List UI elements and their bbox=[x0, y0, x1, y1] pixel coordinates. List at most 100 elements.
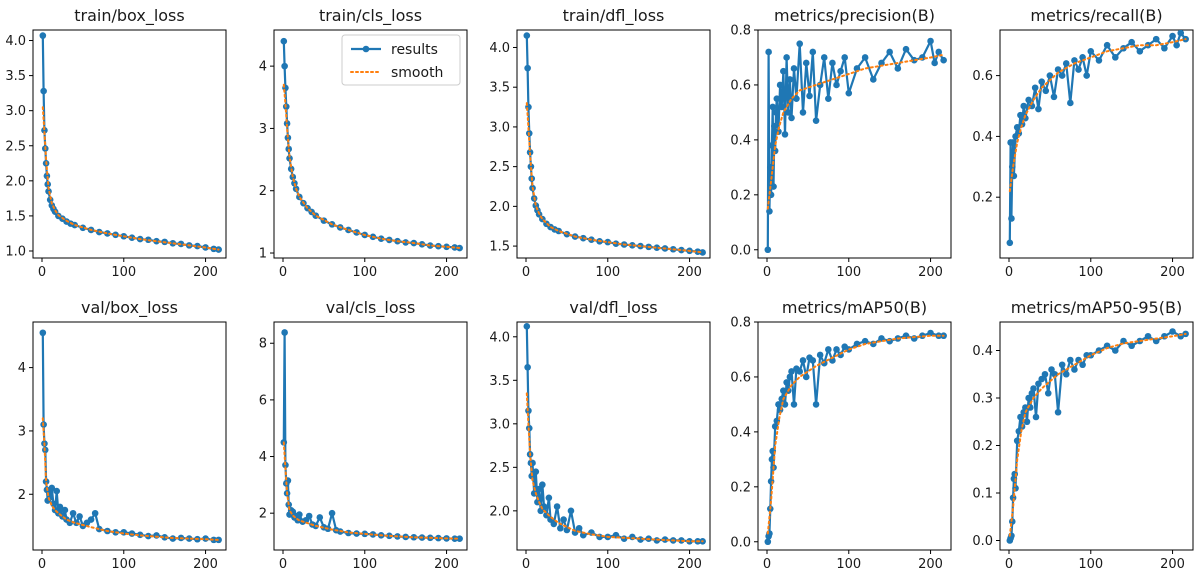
x-tick-label: 200 bbox=[918, 265, 943, 280]
y-tick-label: 1.5 bbox=[5, 209, 26, 224]
results-point bbox=[435, 534, 442, 542]
results-point bbox=[1067, 356, 1074, 364]
results-point bbox=[128, 234, 136, 241]
y-tick-label: 3.5 bbox=[489, 374, 510, 389]
y-tick-label: 0.0 bbox=[730, 535, 751, 550]
results-point bbox=[1152, 35, 1160, 43]
subplot: train/dfl_loss 0 100 200 1.5 2.0 2.5 3.0 3.5 4.0 bbox=[489, 6, 711, 280]
results-point bbox=[280, 37, 288, 45]
results-point bbox=[1032, 413, 1040, 421]
results-point bbox=[927, 37, 934, 45]
x-tick-label: 0 bbox=[522, 557, 530, 572]
results-point bbox=[778, 103, 786, 111]
x-tick-label: 200 bbox=[434, 557, 459, 572]
results-point bbox=[286, 155, 293, 162]
results-point bbox=[1013, 437, 1021, 445]
x-tick-label: 0 bbox=[38, 557, 46, 572]
y-tick-label: 4 bbox=[259, 450, 267, 465]
x-tick-label: 200 bbox=[918, 557, 943, 572]
results-point bbox=[833, 346, 840, 353]
y-tick-label: 0.2 bbox=[730, 480, 751, 495]
results-point bbox=[532, 468, 540, 475]
results-point bbox=[604, 238, 612, 246]
smooth-line bbox=[41, 106, 220, 251]
y-tick-label: 4 bbox=[259, 60, 267, 75]
results-point bbox=[816, 351, 824, 359]
smooth-line bbox=[41, 417, 220, 541]
x-tick-label: 100 bbox=[836, 265, 861, 280]
x-tick-label: 200 bbox=[193, 265, 218, 280]
y-tick-label: 0.6 bbox=[730, 78, 751, 93]
results-point bbox=[771, 122, 778, 130]
results-point bbox=[524, 363, 531, 371]
results-point bbox=[50, 500, 57, 508]
x-tick-label: 100 bbox=[352, 265, 377, 280]
x-tick-label: 200 bbox=[193, 557, 218, 572]
y-tick-label: 4.0 bbox=[489, 41, 510, 56]
x-tick-label: 100 bbox=[1078, 557, 1103, 572]
results-point bbox=[1071, 57, 1078, 64]
results-point bbox=[806, 92, 813, 100]
results-point bbox=[1023, 418, 1031, 426]
x-tick-label: 100 bbox=[111, 265, 136, 280]
results-point bbox=[305, 512, 313, 520]
results-point bbox=[1035, 105, 1042, 113]
plot-area bbox=[39, 32, 222, 253]
results-point bbox=[48, 484, 56, 492]
smooth-line bbox=[525, 102, 704, 254]
axes-frame bbox=[516, 29, 711, 259]
results-point bbox=[410, 533, 418, 541]
results-point bbox=[1062, 370, 1070, 378]
results-point bbox=[878, 59, 885, 67]
y-tick-label: 4 bbox=[18, 361, 26, 376]
plot-area bbox=[523, 32, 706, 256]
plot-area bbox=[280, 37, 463, 252]
results-point bbox=[809, 357, 817, 364]
results-point bbox=[780, 387, 787, 394]
results-point bbox=[104, 230, 111, 237]
results-point bbox=[790, 65, 798, 72]
x-tick-label: 0 bbox=[1005, 557, 1013, 572]
results-point bbox=[788, 114, 795, 122]
smooth-line bbox=[1008, 332, 1187, 537]
results-point bbox=[902, 45, 910, 53]
chart-title: train/box_loss bbox=[74, 6, 184, 26]
plot-area bbox=[523, 323, 706, 545]
y-tick-label: 2.0 bbox=[489, 200, 510, 215]
results-point bbox=[1046, 72, 1054, 79]
results-point bbox=[545, 494, 553, 502]
results-point bbox=[1173, 41, 1180, 49]
results-point bbox=[1022, 404, 1029, 411]
results-point bbox=[523, 32, 531, 39]
results-point bbox=[825, 95, 832, 102]
results-point bbox=[845, 89, 853, 97]
chart-title: val/dfl_loss bbox=[569, 298, 657, 318]
results-point bbox=[829, 59, 836, 67]
plot-area bbox=[1006, 30, 1189, 247]
y-tick-label: 0.2 bbox=[730, 188, 751, 203]
results-point bbox=[781, 131, 789, 138]
chart-title: metrics/recall(B) bbox=[1030, 6, 1162, 25]
y-tick-label: 0.4 bbox=[972, 130, 993, 145]
results-point bbox=[575, 524, 583, 532]
y-tick-label: 0.0 bbox=[730, 243, 751, 258]
results-point bbox=[772, 109, 780, 116]
x-tick-label: 200 bbox=[677, 265, 702, 280]
subplot: val/box_loss 0 100 200 2 3 4 bbox=[18, 298, 227, 572]
chart-title: metrics/precision(B) bbox=[774, 6, 935, 25]
smooth-line bbox=[282, 83, 461, 249]
results-point bbox=[940, 56, 947, 64]
results-point bbox=[550, 520, 558, 528]
smooth-line bbox=[282, 441, 461, 540]
y-tick-label: 2 bbox=[18, 488, 26, 503]
results-point bbox=[1144, 332, 1152, 340]
y-tick-label: 3 bbox=[259, 122, 267, 137]
results-point bbox=[799, 357, 807, 364]
x-tick-label: 0 bbox=[763, 265, 771, 280]
chart-title: metrics/mAP50-95(B) bbox=[1011, 298, 1182, 317]
subplot: train/cls_loss 0 100 200 1 2 3 4 results smooth bbox=[259, 6, 468, 280]
results-point bbox=[1025, 96, 1032, 104]
results-point bbox=[456, 535, 463, 542]
results-point bbox=[557, 524, 564, 532]
